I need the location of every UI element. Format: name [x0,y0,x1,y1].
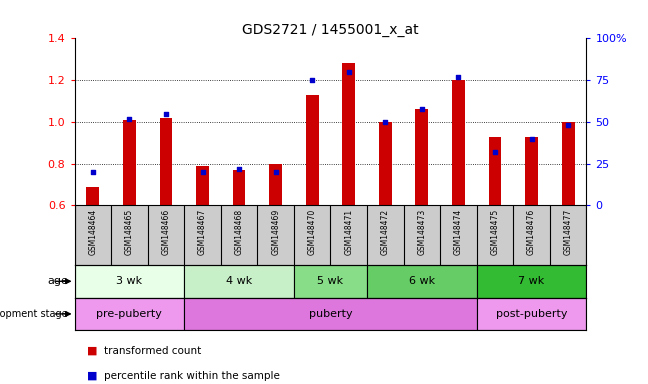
Text: GSM148464: GSM148464 [88,209,97,255]
Bar [123,120,136,205]
Bar [525,137,538,205]
Bar [367,265,477,298]
Text: puberty: puberty [308,309,353,319]
Text: ■: ■ [87,371,98,381]
Bar [379,122,392,205]
Text: GSM148469: GSM148469 [271,209,280,255]
Point [87,169,98,175]
Bar [75,298,184,330]
Text: GSM148465: GSM148465 [125,209,134,255]
Point [453,74,463,80]
Text: GSM148466: GSM148466 [161,209,170,255]
Text: development stage: development stage [0,309,68,319]
Text: GSM148474: GSM148474 [454,209,463,255]
Bar [196,166,209,205]
Point [234,166,244,172]
Point [307,77,318,83]
Title: GDS2721 / 1455001_x_at: GDS2721 / 1455001_x_at [242,23,419,37]
Bar [294,265,367,298]
Bar [184,265,294,298]
Bar [269,164,282,205]
Bar [477,298,586,330]
Text: post-puberty: post-puberty [496,309,568,319]
Point [490,149,500,155]
Point [270,169,281,175]
Bar [75,265,184,298]
Bar [562,122,575,205]
Text: 7 wk: 7 wk [518,276,545,286]
Text: GSM148472: GSM148472 [381,209,390,255]
Text: GSM148471: GSM148471 [344,209,353,255]
Text: pre-puberty: pre-puberty [97,309,162,319]
Text: GSM148476: GSM148476 [527,209,536,255]
Bar [233,170,246,205]
Point [343,69,354,75]
Text: GSM148473: GSM148473 [417,209,426,255]
Bar [86,187,99,205]
Text: GSM148477: GSM148477 [564,209,573,255]
Bar [415,109,428,205]
Point [563,122,573,128]
Bar [184,298,477,330]
Text: 4 wk: 4 wk [226,276,252,286]
Point [197,169,207,175]
Bar [159,118,172,205]
Bar [452,80,465,205]
Text: age: age [47,276,68,286]
Bar [342,63,355,205]
Point [380,119,391,125]
Text: GSM148475: GSM148475 [491,209,500,255]
Text: GSM148468: GSM148468 [235,209,244,255]
Text: percentile rank within the sample: percentile rank within the sample [104,371,279,381]
Point [526,136,537,142]
Text: GSM148470: GSM148470 [308,209,317,255]
Bar [489,137,502,205]
Point [161,111,171,117]
Text: 5 wk: 5 wk [318,276,343,286]
Text: ■: ■ [87,346,98,356]
Text: transformed count: transformed count [104,346,201,356]
Point [417,106,427,112]
Text: 6 wk: 6 wk [409,276,435,286]
Point [124,116,135,122]
Bar [306,95,319,205]
Bar [477,265,586,298]
Text: 3 wk: 3 wk [116,276,143,286]
Text: GSM148467: GSM148467 [198,209,207,255]
